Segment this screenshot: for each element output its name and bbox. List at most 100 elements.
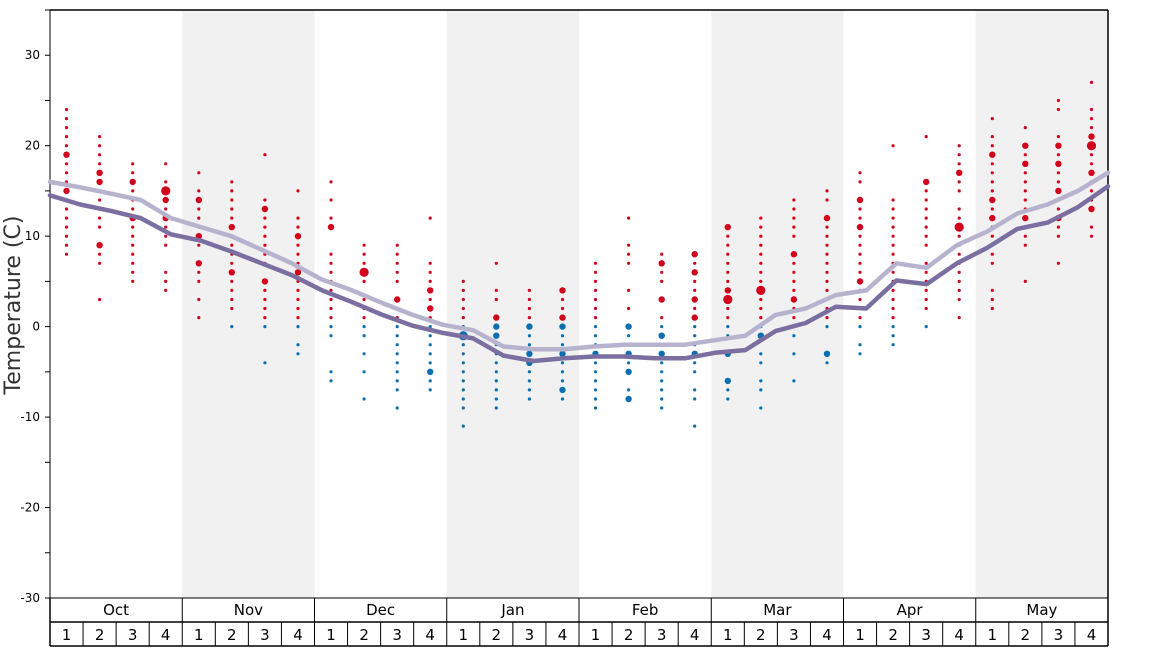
observation-point xyxy=(494,379,498,383)
observation-point xyxy=(856,223,864,231)
observation-point xyxy=(1056,98,1060,103)
observation-point xyxy=(693,388,697,392)
observation-point xyxy=(1056,153,1060,157)
observation-point xyxy=(726,316,730,320)
observation-point xyxy=(560,361,565,365)
week-label: 1 xyxy=(326,626,336,644)
observation-point xyxy=(427,287,434,294)
observation-point xyxy=(956,169,963,176)
observation-point xyxy=(891,234,895,238)
observation-point xyxy=(990,234,994,238)
month-shade-nov xyxy=(182,10,315,598)
observation-point xyxy=(230,189,234,193)
observation-point xyxy=(1023,153,1027,157)
observation-point xyxy=(1056,107,1060,112)
observation-point xyxy=(359,267,369,277)
observation-point xyxy=(263,225,267,229)
observation-point xyxy=(164,225,168,229)
observation-point xyxy=(825,252,829,256)
observation-point xyxy=(1089,126,1094,130)
week-label: 4 xyxy=(822,626,832,644)
observation-point xyxy=(395,243,399,247)
observation-point xyxy=(724,287,731,294)
observation-point xyxy=(1023,171,1027,175)
observation-point xyxy=(693,306,697,311)
observation-point xyxy=(64,107,69,112)
observation-point xyxy=(527,388,532,392)
observation-point xyxy=(362,243,366,247)
month-label-mar: Mar xyxy=(763,601,792,619)
observation-point xyxy=(989,196,996,204)
observation-point xyxy=(825,225,829,229)
month-label-apr: Apr xyxy=(897,601,924,619)
observation-point xyxy=(792,207,796,211)
observation-point xyxy=(161,186,171,196)
observation-point xyxy=(1088,169,1095,176)
observation-point xyxy=(658,260,665,267)
week-label: 4 xyxy=(954,626,964,644)
observation-point xyxy=(362,334,366,338)
observation-point xyxy=(726,397,730,401)
observation-point xyxy=(858,234,862,238)
observation-point xyxy=(825,279,829,283)
observation-point xyxy=(627,288,631,292)
observation-point xyxy=(990,306,994,311)
observation-point xyxy=(560,343,565,347)
observation-point xyxy=(362,316,366,320)
observation-point xyxy=(428,270,432,274)
observation-point xyxy=(164,234,168,238)
observation-point xyxy=(64,252,69,256)
observation-point xyxy=(858,180,862,184)
observation-point xyxy=(1089,225,1094,229)
month-shade-may xyxy=(975,10,1108,598)
observation-point xyxy=(989,214,996,222)
observation-point xyxy=(858,343,862,347)
observation-point xyxy=(1056,225,1060,229)
observation-point xyxy=(593,388,598,392)
observation-point xyxy=(891,207,895,211)
observation-point xyxy=(1088,205,1095,213)
observation-point xyxy=(296,216,300,220)
week-label: 1 xyxy=(591,626,601,644)
observation-point xyxy=(131,162,135,166)
observation-point xyxy=(263,325,267,329)
observation-point xyxy=(329,370,333,374)
average-min-line xyxy=(47,184,1111,364)
observation-point xyxy=(759,297,763,302)
observation-point xyxy=(526,350,533,357)
observation-point xyxy=(825,270,829,274)
observation-point xyxy=(559,386,566,394)
observation-point xyxy=(726,234,730,238)
observation-point xyxy=(98,144,102,148)
observation-point xyxy=(329,252,333,256)
observation-point xyxy=(660,379,664,383)
observation-point xyxy=(924,135,928,139)
observation-point xyxy=(461,297,465,302)
observation-point xyxy=(724,377,731,385)
observation-point xyxy=(395,334,399,338)
observation-point xyxy=(627,261,631,265)
observation-point xyxy=(560,306,565,311)
observation-point xyxy=(891,288,895,292)
observation-point xyxy=(792,288,796,292)
observation-point xyxy=(1023,180,1027,184)
observation-point xyxy=(164,288,168,292)
month-shade-jan xyxy=(446,10,579,598)
observation-point xyxy=(427,368,434,375)
observation-point xyxy=(726,279,730,283)
observation-point xyxy=(64,225,69,229)
observation-point xyxy=(792,334,796,338)
observation-point xyxy=(263,306,267,311)
week-label: 3 xyxy=(128,626,138,644)
observation-point xyxy=(230,288,234,292)
observation-point xyxy=(263,316,267,320)
observation-point xyxy=(759,216,763,220)
week-label: 2 xyxy=(95,626,105,644)
observation-point xyxy=(691,296,698,303)
y-tick-label: -10 xyxy=(20,410,40,424)
observation-point xyxy=(693,397,697,401)
observation-point xyxy=(957,279,961,283)
observation-point xyxy=(593,370,598,374)
observation-point xyxy=(825,234,829,238)
observation-point xyxy=(726,252,730,256)
